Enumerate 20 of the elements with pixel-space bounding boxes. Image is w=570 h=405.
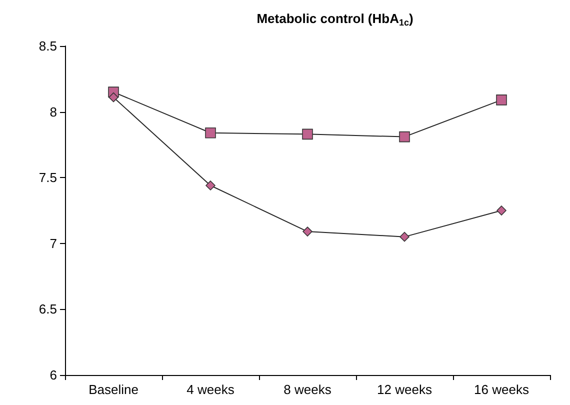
y-tick-label: 7.5 <box>38 170 57 186</box>
point <box>302 226 312 236</box>
x-tick-label: 8 weeks <box>284 382 332 397</box>
x-tick-label: 16 weeks <box>474 382 530 397</box>
point <box>302 128 313 140</box>
point <box>496 94 507 106</box>
point <box>108 92 118 102</box>
x-tick-label: 4 weeks <box>186 382 235 397</box>
point <box>400 232 410 242</box>
y-tick-label: 6.5 <box>38 302 57 317</box>
point <box>205 127 216 138</box>
y-tick-label: 8 <box>50 104 57 120</box>
y-tick-label: 8.5 <box>38 38 57 54</box>
y-tick-label: 7 <box>50 236 57 251</box>
point <box>206 180 216 190</box>
x-tick-label: Baseline <box>88 382 138 397</box>
y-tick-label: 6 <box>50 368 57 382</box>
x-tick-label: 12 weeks <box>377 382 432 397</box>
point <box>496 206 506 216</box>
point <box>399 131 410 142</box>
